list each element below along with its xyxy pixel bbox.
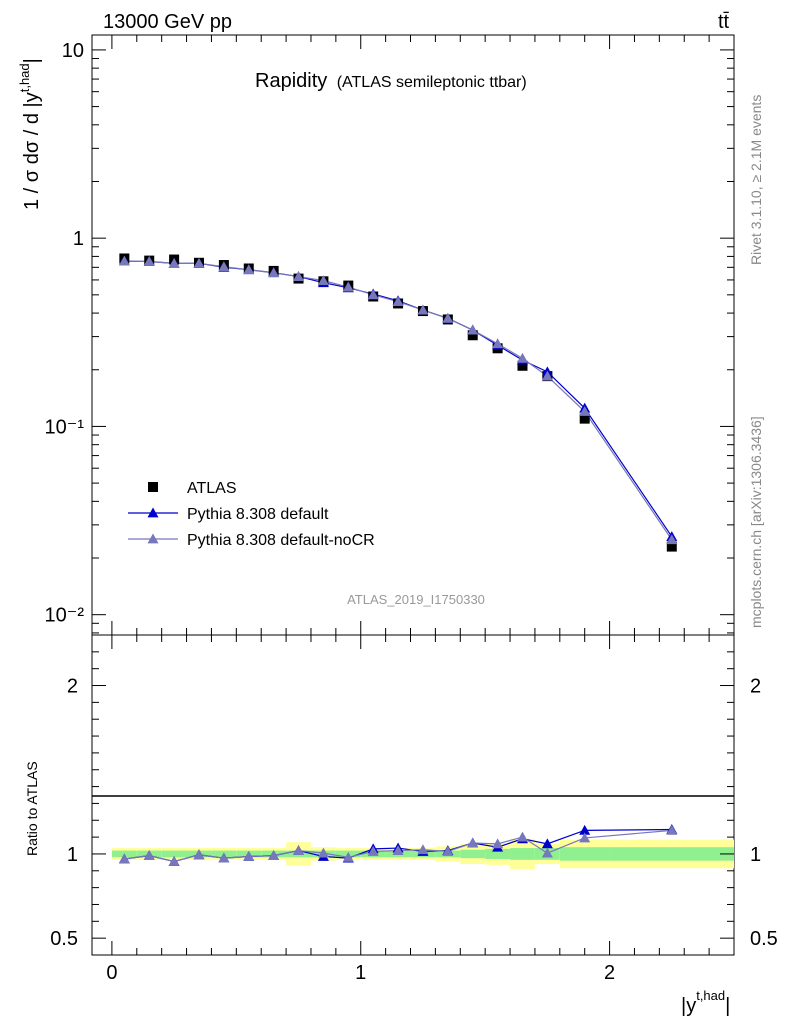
- ratio-y-tick-label: 2: [67, 676, 78, 698]
- ratio-pythia-nocr-point: [442, 845, 454, 856]
- ratio-stat-band: [510, 848, 535, 860]
- pythia-nocr-point: [579, 406, 591, 416]
- ratio-y-tick-label-right: 2: [750, 676, 761, 698]
- ratio-pythia-nocr-point: [417, 844, 429, 855]
- atlas-data-point: [666, 541, 677, 552]
- pythia-nocr-point: [293, 271, 305, 281]
- ratio-stat-band: [485, 848, 511, 859]
- ratio-pythia-nocr-point: [317, 847, 329, 858]
- ratio-series-layer: [118, 824, 678, 866]
- legend-triangle-marker: [147, 507, 159, 518]
- ratio-pythia-nocr-point: [218, 852, 230, 863]
- legend: ATLAS Pythia 8.308 default Pythia 8.308 de…: [128, 480, 375, 549]
- pythia-nocr-point: [168, 257, 180, 268]
- x-axis-label-prefix: |y: [681, 995, 696, 1017]
- legend-label: Pythia 8.308 default: [187, 506, 329, 523]
- ratio-pythia-nocr-point: [293, 845, 305, 855]
- ratio-pythia-nocr-point: [392, 845, 404, 855]
- ratio-y-tick-label: 1: [67, 844, 78, 866]
- pythia-nocr-point: [143, 255, 155, 266]
- pythia-nocr-point: [268, 267, 280, 278]
- ratio-y-axis-label: Ratio to ATLAS: [24, 761, 40, 856]
- main-y-tick-label: 10: [62, 40, 84, 62]
- x-tick-label: 1: [355, 962, 366, 984]
- ratio-pythia-nocr-point: [118, 853, 130, 864]
- ratio-pythia-nocr-point: [541, 847, 553, 858]
- x-axis-label-superscript: t,had: [696, 988, 725, 1003]
- mcplots-reference-label: mcplots.cern.ch [arXiv:1306.3436]: [748, 416, 764, 628]
- plot-title-text: Rapidity (ATLAS semileptonic ttbar): [255, 70, 527, 92]
- ratio-pythia-nocr-point: [467, 837, 479, 848]
- rivet-version-label: Rivet 3.1.10, ≥ 2.1M events: [748, 95, 764, 265]
- main-y-axis-label-superscript: t,had: [17, 63, 32, 92]
- ratio-pythia-nocr-point: [193, 849, 205, 860]
- pythia-nocr-point: [367, 289, 379, 300]
- main-y-tick-label: 1: [73, 228, 84, 250]
- pythia-nocr-point: [541, 370, 553, 381]
- main-y-axis-label: 1 / σ dσ / d |yt,had|: [17, 58, 43, 210]
- atlas-data-point: [467, 330, 478, 341]
- ratio-axes: 0.5 0.5 1 1 2 2 0 1 2: [50, 635, 778, 984]
- main-y-tick-label: 10⁻¹: [45, 416, 85, 438]
- ratio-pythia-nocr-point: [367, 845, 379, 856]
- main-y-tick-label: 10⁻²: [45, 605, 85, 627]
- pythia-nocr-point: [666, 534, 678, 545]
- legend-triangle-marker: [147, 533, 159, 544]
- analysis-id-label: ATLAS_2019_I1750330: [347, 592, 485, 607]
- main-y-axis-label-prefix: 1 / σ dσ / d |y: [21, 92, 43, 210]
- legend-label: ATLAS: [187, 480, 237, 497]
- plot-title-sub: (ATLAS semileptonic ttbar): [337, 74, 527, 91]
- process-label: tt̄: [718, 11, 730, 33]
- pythia-nocr-point: [392, 296, 404, 307]
- atlas-data-point: [517, 360, 528, 371]
- x-tick-label: 0: [106, 962, 117, 984]
- ratio-y-tick-label-right: 0.5: [750, 928, 778, 950]
- pythia-nocr-point: [118, 255, 130, 266]
- ratio-pythia-nocr-point: [579, 832, 591, 843]
- pythia-nocr-point: [516, 352, 528, 363]
- energy-label: 13000 GeV pp: [103, 11, 232, 33]
- ratio-y-tick-label: 0.5: [50, 928, 78, 950]
- x-axis-label-suffix: |: [725, 995, 730, 1017]
- ratio-stat-band: [609, 847, 734, 861]
- ratio-y-tick-label-right: 1: [750, 844, 761, 866]
- pythia-nocr-point: [467, 324, 479, 335]
- pythia-nocr-point: [442, 312, 454, 323]
- ratio-pythia-nocr-line: [124, 829, 672, 863]
- pythia-nocr-point: [342, 281, 354, 292]
- plot-title-main: Rapidity: [255, 70, 327, 92]
- atlas-data-point: [579, 413, 590, 424]
- ratio-stat-band: [161, 850, 187, 858]
- ratio-pythia-nocr-point: [342, 851, 354, 862]
- x-tick-label: 2: [604, 962, 615, 984]
- ratio-pythia-nocr-point: [666, 824, 678, 835]
- ratio-pythia-nocr-point: [492, 838, 504, 849]
- ratio-pythia-nocr-point: [243, 850, 255, 861]
- main-y-axis-label-suffix: |: [21, 58, 43, 63]
- main-series-layer: [118, 253, 678, 552]
- legend-label: Pythia 8.308 default-noCR: [187, 532, 375, 549]
- main-axes: 10⁻² 10⁻¹ 1 10: [45, 35, 734, 635]
- pythia-nocr-point: [243, 264, 255, 275]
- ratio-pythia-nocr-point: [268, 850, 280, 861]
- pythia-nocr-point: [492, 338, 504, 349]
- pythia-nocr-point: [193, 257, 205, 268]
- ratio-pythia-default-point: [579, 824, 591, 835]
- ratio-pythia-default-point: [541, 838, 553, 849]
- ratio-stat-band: [559, 847, 610, 861]
- pythia-nocr-point: [417, 304, 429, 315]
- pythia-nocr-point: [317, 275, 329, 286]
- ratio-plot-frame: [91, 634, 735, 956]
- x-axis-label: |yt,had|: [681, 988, 730, 1017]
- ratio-stat-band: [460, 849, 486, 859]
- legend-atlas-marker: [148, 482, 158, 492]
- pythia-nocr-point: [218, 261, 230, 272]
- ratio-pythia-nocr-point: [516, 831, 528, 842]
- ratio-pythia-nocr-point: [168, 856, 180, 866]
- ratio-pythia-nocr-point: [143, 850, 155, 861]
